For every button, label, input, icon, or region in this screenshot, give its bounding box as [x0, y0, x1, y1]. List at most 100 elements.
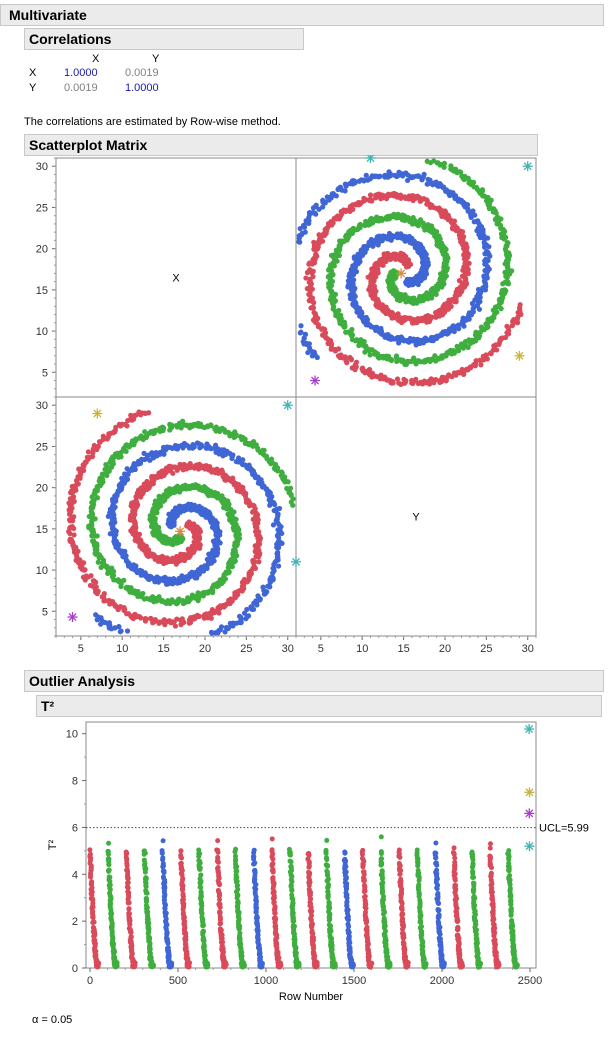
data-point — [457, 235, 463, 241]
data-point — [252, 543, 258, 549]
data-point — [342, 354, 348, 360]
data-point — [471, 219, 477, 225]
data-point — [313, 211, 319, 217]
data-point — [373, 195, 379, 201]
data-point — [110, 518, 116, 524]
t2-x-tick-label: 2500 — [518, 975, 542, 987]
data-point — [234, 553, 240, 559]
data-point — [104, 436, 110, 442]
data-point — [95, 559, 101, 565]
y-tick-label: 5 — [42, 367, 48, 379]
data-point — [326, 221, 332, 227]
data-point — [290, 502, 296, 508]
data-point — [99, 476, 106, 482]
outlier-star-icon — [92, 408, 103, 419]
data-point — [505, 263, 511, 270]
data-point — [254, 445, 261, 451]
data-point — [125, 879, 131, 885]
data-point — [83, 573, 89, 579]
t2-y-tick-label: 8 — [72, 776, 78, 788]
data-point — [87, 454, 93, 460]
data-point — [262, 591, 268, 597]
data-point — [100, 559, 107, 565]
data-point — [432, 377, 438, 383]
y-tick-label: 30 — [36, 161, 48, 173]
data-point — [435, 160, 441, 166]
data-point — [88, 873, 94, 879]
data-point — [443, 273, 449, 279]
data-point — [484, 356, 490, 362]
data-point — [112, 961, 118, 967]
corr-cell-yx: 0.0019 — [64, 82, 98, 94]
data-point — [362, 370, 368, 376]
data-point — [373, 268, 379, 274]
corr-row-label-x: X — [29, 67, 37, 79]
data-point — [106, 868, 112, 874]
data-point — [214, 552, 220, 558]
data-point — [310, 260, 317, 266]
x-tick-label: 15 — [157, 643, 169, 655]
data-point — [114, 577, 120, 583]
data-point — [363, 172, 369, 178]
data-point — [187, 615, 194, 622]
data-point — [98, 564, 104, 570]
data-point — [310, 274, 316, 280]
data-point — [227, 620, 233, 626]
data-point — [367, 352, 373, 358]
data-point — [415, 358, 422, 364]
data-point — [77, 474, 83, 481]
data-point — [326, 267, 332, 273]
data-point — [386, 280, 392, 286]
data-point — [67, 536, 73, 542]
data-point — [297, 226, 303, 232]
data-point — [243, 616, 249, 622]
data-point — [455, 346, 462, 352]
data-point — [250, 565, 256, 571]
data-point — [161, 425, 167, 431]
outlier-analysis-header[interactable]: Outlier Analysis — [24, 670, 604, 692]
scatterplot-matrix-header[interactable]: Scatterplot Matrix — [24, 134, 538, 156]
data-point — [304, 269, 311, 276]
outlier-analysis-title: Outlier Analysis — [29, 673, 136, 689]
data-point — [433, 291, 439, 297]
data-point — [67, 525, 73, 531]
data-point — [462, 173, 468, 179]
data-point — [351, 254, 357, 260]
data-point — [463, 280, 469, 286]
data-point — [88, 573, 94, 579]
t2-y-tick-label: 4 — [72, 869, 78, 881]
multivariate-header[interactable]: Multivariate — [0, 4, 604, 26]
data-point — [236, 535, 243, 542]
corr-cell-xx: 1.0000 — [64, 67, 98, 79]
outlier-star-icon — [310, 375, 321, 386]
data-point — [516, 305, 523, 311]
data-point — [400, 357, 406, 363]
data-point — [101, 593, 107, 600]
data-point — [505, 271, 511, 277]
data-point — [446, 297, 452, 303]
data-point — [333, 310, 339, 316]
data-point — [150, 453, 156, 459]
data-point — [502, 334, 509, 341]
t2-x-tick-label: 0 — [87, 975, 93, 987]
data-point — [148, 595, 154, 601]
data-point — [472, 360, 479, 366]
data-point — [314, 246, 321, 252]
correlations-header[interactable]: Correlations — [24, 28, 304, 50]
data-point — [478, 362, 484, 368]
data-point — [427, 314, 434, 320]
data-point — [378, 331, 384, 337]
data-point — [267, 578, 273, 584]
t2-header[interactable]: T² — [36, 695, 602, 717]
data-point — [250, 502, 256, 508]
data-point — [274, 465, 281, 471]
data-point — [271, 501, 278, 508]
data-point — [401, 380, 407, 386]
data-point — [174, 616, 180, 622]
x-tick-label: 5 — [318, 643, 324, 655]
correlations-table: X Y X 1.0000 0.0019 Y 0.0019 1.0000 — [0, 52, 300, 100]
data-point — [276, 563, 282, 569]
data-point — [76, 466, 82, 472]
